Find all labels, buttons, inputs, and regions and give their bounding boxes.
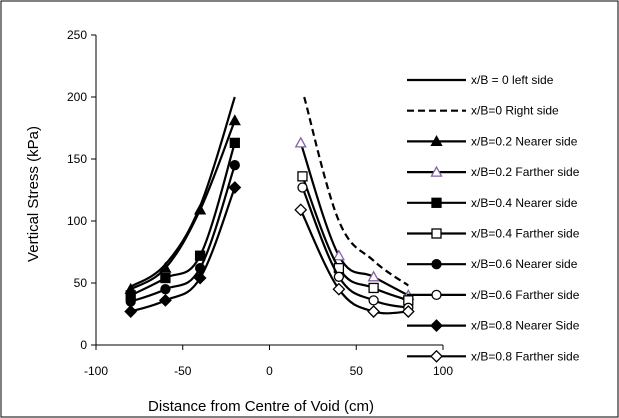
triangle-open-marker [294, 136, 307, 148]
diamond-open-marker [332, 282, 346, 296]
diamond-open-marker [367, 305, 381, 318]
x-axis-title: Distance from Centre of Void (cm) [148, 398, 374, 415]
circle-open-marker [368, 295, 379, 306]
series-line [299, 209, 409, 315]
diamond-open-marker [294, 203, 308, 217]
diamond-filled-marker [430, 319, 443, 333]
legend-label: x/B=0.4 Nearer side [471, 196, 578, 210]
x-tick-label: -50 [174, 364, 192, 378]
series-line [303, 96, 409, 287]
legend-item: x/B=0.8 Nearer Side [407, 319, 580, 333]
diamond-filled-marker [228, 181, 242, 194]
series-line [130, 164, 236, 303]
x-tick-label: -100 [84, 364, 108, 378]
legend-item: x/B=0.6 Nearer side [407, 257, 578, 271]
x-tick-label: 100 [433, 364, 453, 378]
series-2 [303, 96, 409, 287]
triangle-open-marker [332, 249, 346, 261]
legend-item: x/B = 0 left side [407, 73, 554, 87]
legend-label: x/B=0 Right side [471, 104, 559, 118]
x-tick-labels: -100 -50 0 50 100 [84, 364, 453, 378]
triangle-filled-marker [159, 261, 172, 273]
legend-label: x/B=0.8 Nearer Side [471, 319, 580, 333]
legend-item: x/B=0.2 Nearer side [407, 134, 578, 148]
series-9 [124, 181, 242, 318]
series-line [301, 175, 409, 302]
triangle-filled-marker [228, 114, 241, 126]
legend-item: x/B=0.4 Nearer side [407, 196, 578, 210]
diamond-open-marker [430, 349, 443, 363]
series-10 [294, 203, 415, 318]
y-tick-label: 50 [74, 276, 88, 290]
legend-label: x/B=0.4 Farther side [471, 227, 580, 241]
legend-label: x/B = 0 left side [471, 73, 554, 87]
square-filled-marker [160, 272, 171, 284]
x-tick-label: 50 [350, 364, 364, 378]
y-tick-label: 100 [67, 214, 87, 228]
series-line [299, 142, 409, 297]
square-open-marker [368, 282, 379, 294]
series-4 [294, 136, 415, 301]
legend-label: x/B=0.2 Nearer side [471, 134, 578, 148]
series-7 [125, 160, 240, 307]
legend-label: x/B=0.6 Nearer side [471, 257, 578, 271]
circle-filled-marker [229, 160, 240, 171]
diamond-filled-marker [124, 305, 138, 318]
series-line [130, 187, 236, 313]
square-open-marker [431, 228, 442, 239]
square-open-marker [297, 171, 308, 182]
circle-open-marker [297, 182, 308, 193]
x-tick-label: 0 [266, 364, 273, 378]
series-layer [124, 96, 415, 318]
circle-filled-marker [125, 296, 136, 307]
axes [91, 34, 444, 350]
series-5 [125, 137, 240, 301]
y-tick-label: 250 [67, 28, 87, 42]
circle-open-marker [431, 289, 442, 301]
series-8 [297, 182, 414, 313]
y-tick-labels: 0 50 100 150 200 250 [67, 28, 87, 352]
legend-item: x/B=0.6 Farther side [407, 288, 580, 302]
diamond-open-marker [401, 305, 415, 318]
series-line [130, 120, 236, 291]
y-tick-label: 0 [80, 338, 87, 352]
legend-label: x/B=0.2 Farther side [471, 165, 580, 179]
y-axis-title: Vertical Stress (kPa) [25, 126, 42, 262]
series-line [130, 142, 236, 297]
square-filled-marker [194, 250, 206, 261]
triangle-filled-marker [193, 203, 207, 215]
legend-label: x/B=0.8 Farther side [471, 349, 580, 363]
legend: x/B = 0 left side x/B=0 Right side x/B=0.2… [407, 73, 580, 363]
triangle-open-marker [430, 165, 443, 177]
legend-item: x/B=0 Right side [407, 104, 559, 118]
circle-open-marker [333, 271, 345, 282]
diamond-filled-marker [193, 271, 207, 285]
circle-filled-marker [160, 284, 171, 295]
y-tick-label: 200 [67, 90, 87, 104]
square-filled-marker [229, 137, 240, 149]
triangle-open-marker [367, 270, 380, 282]
legend-label: x/B=0.6 Farther side [471, 288, 580, 302]
square-filled-marker [431, 197, 442, 208]
legend-item: x/B=0.2 Farther side [407, 165, 580, 179]
legend-item: x/B=0.8 Farther side [407, 349, 580, 363]
triangle-filled-marker [430, 135, 443, 147]
series-line [301, 187, 409, 309]
diamond-filled-marker [158, 293, 172, 307]
legend-item: x/B=0.4 Farther side [407, 227, 580, 241]
circle-filled-marker [431, 259, 442, 270]
y-tick-label: 150 [67, 152, 87, 166]
